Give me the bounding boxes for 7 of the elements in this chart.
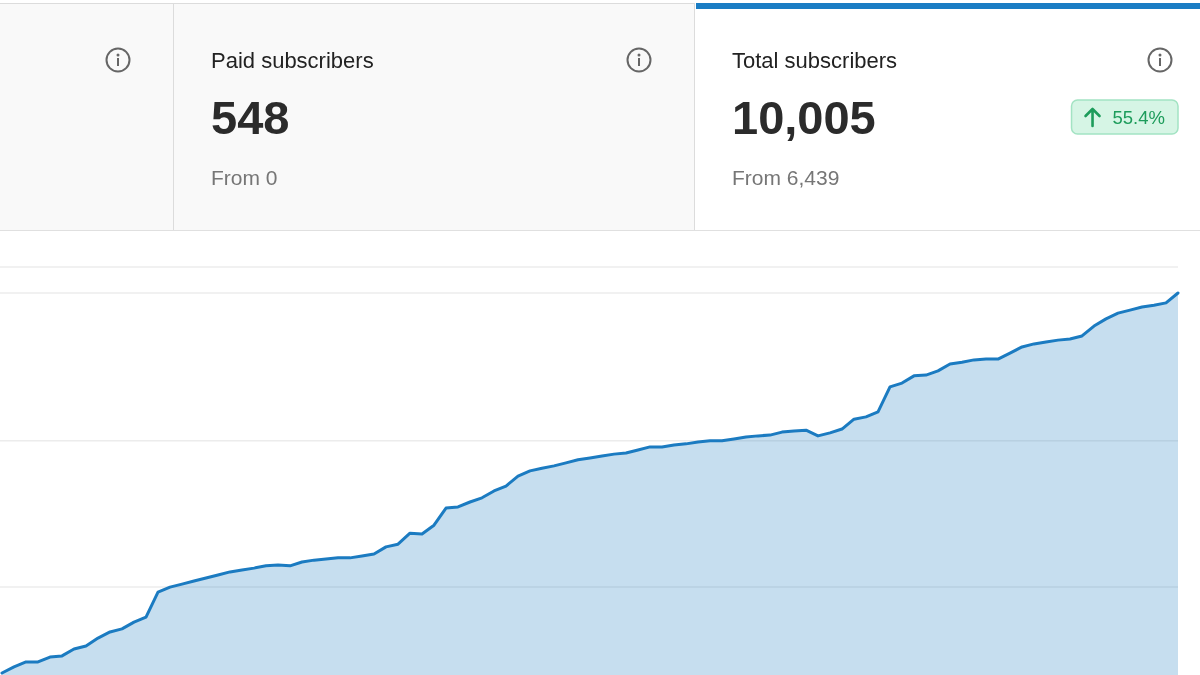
text: Paid subscribers [211, 48, 374, 73]
text: From 0 [211, 166, 278, 189]
text: 548 [211, 91, 290, 144]
text: Total subscribers [732, 48, 898, 73]
text: 55.4% [1112, 107, 1165, 128]
text: From 6,439 [732, 166, 840, 189]
text: 10,005 [732, 91, 876, 144]
